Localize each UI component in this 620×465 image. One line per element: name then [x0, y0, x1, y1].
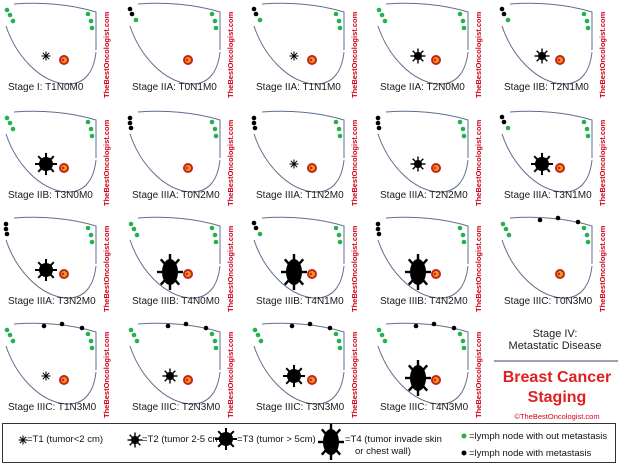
- stage-label: Stage IIIA: T3N1M0: [504, 190, 592, 201]
- watermark-text: TheBestOncologist.com: [226, 331, 235, 418]
- stage-label: Stage IIA: T0N1M0: [132, 82, 217, 93]
- staging-panel: Stage IIIB: T4N0M0 TheBestOncologist.com: [124, 214, 244, 314]
- stage-iv-title: Stage IV:: [532, 328, 578, 340]
- stage-label: Stage IIIA: T1N2M0: [256, 190, 344, 201]
- watermark-text: TheBestOncologist.com: [474, 331, 483, 418]
- staging-panel: Stage IIB: T3N0M0 TheBestOncologist.com: [0, 108, 120, 208]
- watermark-text: TheBestOncologist.com: [350, 119, 359, 206]
- stage-label: Stage IIIA: T3N2M0: [8, 296, 96, 307]
- watermark-text: TheBestOncologist.com: [226, 225, 235, 312]
- staging-panel: Stage IIA: T2N0M0 TheBestOncologist.com: [372, 0, 492, 100]
- stage-label: Stage IIIA: T0N2M0: [132, 190, 220, 201]
- staging-panel: Stage IIIA: T1N2M0 TheBestOncologist.com: [248, 108, 368, 208]
- staging-panel: Stage IIA: T1N1M0 TheBestOncologist.com: [248, 0, 368, 100]
- watermark-text: TheBestOncologist.com: [598, 225, 607, 312]
- stage-iv-box: Stage IV: Metastatic Disease: [500, 328, 610, 352]
- stage-label: Stage IIIC: T3N3M0: [256, 402, 345, 413]
- watermark-text: TheBestOncologist.com: [102, 119, 111, 206]
- stage-label: Stage IIB: T2N1M0: [504, 82, 589, 93]
- t1-tumor-icon: [18, 435, 28, 445]
- watermark-text: TheBestOncologist.com: [226, 11, 235, 98]
- watermark-text: TheBestOncologist.com: [598, 119, 607, 206]
- watermark-text: TheBestOncologist.com: [598, 11, 607, 98]
- staging-panel: Stage IIIC: T4N3M0 TheBestOncologist.com: [372, 320, 492, 420]
- watermark-text: TheBestOncologist.com: [226, 119, 235, 206]
- staging-panel: Stage IIIB: T4N1M0 TheBestOncologist.com: [248, 214, 368, 314]
- stage-label: Stage I: T1N0M0: [8, 82, 84, 93]
- stage-label: Stage IIIC: T4N3M0: [380, 402, 469, 413]
- staging-panel: Stage IIA: T0N1M0 TheBestOncologist.com: [124, 0, 244, 100]
- staging-panel: Stage IIIA: T2N2M0 TheBestOncologist.com: [372, 108, 492, 208]
- t2-tumor-icon: [127, 432, 143, 448]
- stage-label: Stage IIIC: T1N3M0: [8, 402, 97, 413]
- legend-t4-line2: or chest wall): [355, 446, 411, 457]
- t3-tumor-icon: [215, 428, 237, 450]
- stage-label: Stage IIIB: T4N2M0: [380, 296, 468, 307]
- staging-panel: Stage IIIA: T3N2M0 TheBestOncologist.com: [0, 214, 120, 314]
- node-meta-icon: [461, 450, 467, 456]
- legend-t1: =T1 (tumor<2 cm): [27, 434, 104, 445]
- stage-label: Stage IIIC: T0N3M0: [504, 296, 593, 307]
- staging-panel: Stage IIIB: T4N2M0 TheBestOncologist.com: [372, 214, 492, 314]
- legend-t4-line1: =T4 (tumor invade skin: [345, 434, 442, 445]
- staging-panel: Stage IIIA: T3N1M0 TheBestOncologist.com: [496, 108, 616, 208]
- t4-tumor-icon: [318, 424, 344, 460]
- watermark-text: TheBestOncologist.com: [102, 225, 111, 312]
- staging-panel: Stage IIIC: T1N3M0 TheBestOncologist.com: [0, 320, 120, 420]
- node-normal-icon: [461, 433, 467, 439]
- watermark-text: TheBestOncologist.com: [474, 119, 483, 206]
- stage-label: Stage IIIA: T2N2M0: [380, 190, 468, 201]
- legend-box: =T1 (tumor<2 cm) =T2 (tumor 2-5 cm) =T3 …: [2, 423, 616, 463]
- copyright-text: ©TheBestOncologist.com: [514, 412, 600, 421]
- watermark-text: TheBestOncologist.com: [102, 11, 111, 98]
- stage-label: Stage IIA: T2N0M0: [380, 82, 465, 93]
- watermark-text: TheBestOncologist.com: [102, 331, 111, 418]
- staging-panel: Stage IIIC: T3N3M0 TheBestOncologist.com: [248, 320, 368, 420]
- watermark-text: TheBestOncologist.com: [474, 225, 483, 312]
- staging-panel: Stage IIB: T2N1M0 TheBestOncologist.com: [496, 0, 616, 100]
- staging-panel: Stage IIIC: T0N3M0 TheBestOncologist.com: [496, 214, 616, 314]
- legend-node-normal: =lymph node with out metastasis: [469, 431, 608, 442]
- watermark-text: TheBestOncologist.com: [350, 331, 359, 418]
- stage-label: Stage IIB: T3N0M0: [8, 190, 93, 201]
- stage-label: Stage IIIB: T4N1M0: [256, 296, 344, 307]
- watermark-text: TheBestOncologist.com: [474, 11, 483, 98]
- watermark-text: TheBestOncologist.com: [350, 11, 359, 98]
- watermark-text: TheBestOncologist.com: [350, 225, 359, 312]
- stage-label: Stage IIIC: T2N3M0: [132, 402, 221, 413]
- stage-label: Stage IIA: T1N1M0: [256, 82, 341, 93]
- staging-panel: Stage IIIA: T0N2M0 TheBestOncologist.com: [124, 108, 244, 208]
- diagram-title: Breast Cancer Staging: [502, 369, 612, 406]
- legend-node-meta: =lymph node with metastasis: [469, 448, 592, 459]
- stage-label: Stage IIIB: T4N0M0: [132, 296, 220, 307]
- stage-iv-subtitle: Metastatic Disease: [508, 340, 602, 352]
- legend-t2: =T2 (tumor 2-5 cm): [142, 434, 224, 445]
- legend-t3: =T3 (tumor > 5cm): [237, 434, 316, 445]
- staging-panel: Stage IIIC: T2N3M0 TheBestOncologist.com: [124, 320, 244, 420]
- divider-line: [494, 360, 618, 362]
- staging-panel: Stage I: T1N0M0 TheBestOncologist.com: [0, 0, 120, 100]
